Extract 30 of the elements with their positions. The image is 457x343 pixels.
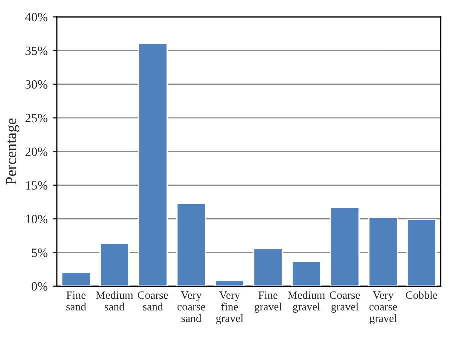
y-tick-label: 40% [25,13,48,22]
x-tick-label: Coarse gravel [330,292,360,313]
y-tick-label: 20% [26,148,48,156]
bar [61,272,92,286]
bar [176,202,207,286]
bar [368,217,399,286]
bar [253,248,284,286]
y-tick-label: 25% [26,114,48,123]
x-tick-label: Fine gravel [254,292,282,313]
bar [406,219,437,286]
y-axis-title: Percentage [6,118,20,185]
y-tick-label: 0% [32,282,48,291]
y-tick-label: 15% [26,181,48,190]
bar [292,260,322,286]
bar [100,242,130,286]
x-tick-label: Medium gravel [288,291,326,313]
y-tick-label: 5% [32,248,48,258]
bar [330,206,360,286]
x-tick-label: Very fine gravel [216,292,244,325]
bar [214,280,245,286]
x-tick-label: Fine sand [66,292,86,311]
y-tick-label: 35% [26,46,48,56]
x-tick-label: Very coarse sand [178,292,206,322]
bar [138,42,168,286]
x-tick-label: Medium sand [96,291,134,311]
x-tick-label: Cobble [406,291,438,300]
x-tick-label: Coarse sand [138,292,168,311]
x-tick-label: Very coarse gravel [370,292,398,325]
y-tick-label: 30% [26,80,48,89]
y-tick-label: 10% [26,215,48,224]
